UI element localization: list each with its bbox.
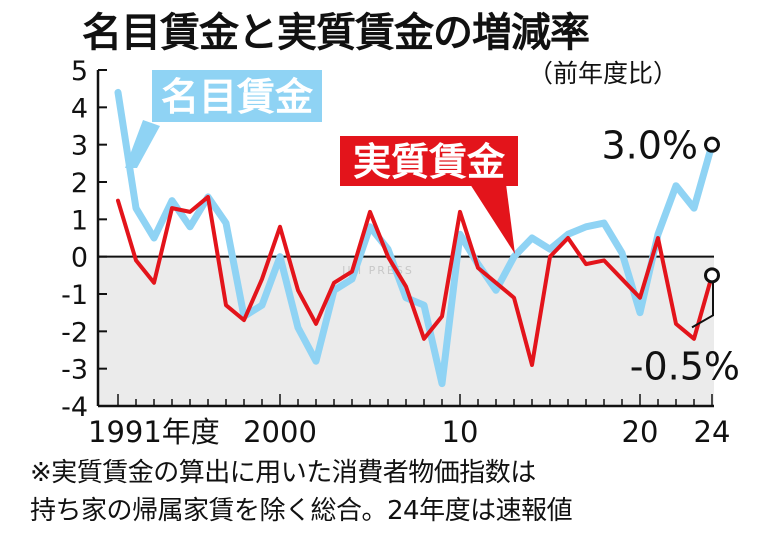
x-tick-label: 10 (442, 415, 479, 449)
y-tick-label: 5 (71, 56, 88, 87)
series-label-box (152, 70, 322, 122)
x-tick-label: 24 (694, 415, 731, 449)
footnote-line-1: ※実質賃金の算出に用いた消費者物価指数は (30, 458, 536, 488)
y-tick-label: -3 (61, 355, 88, 386)
series-line-1 (116, 194, 714, 367)
series-label-callout (125, 120, 160, 168)
y-tick-label: 1 (71, 205, 88, 236)
negative-region-shading (98, 256, 714, 406)
end-value-label: 3.0% (601, 124, 698, 168)
y-tick-label: -1 (61, 280, 88, 311)
y-tick-label: 4 (71, 93, 88, 124)
unit-label: （前年度比） (528, 59, 679, 88)
end-label-leader (691, 282, 714, 329)
x-tick-label: 1991年度 (88, 415, 220, 449)
y-tick-label: -4 (61, 392, 88, 423)
series-label-box (340, 136, 518, 186)
series-label: 名目賃金 (161, 75, 314, 119)
end-marker (704, 267, 720, 284)
y-tick-label: 3 (71, 131, 88, 162)
end-marker (704, 136, 720, 153)
series-line-0 (114, 88, 716, 388)
footnote-line-2: 持ち家の帰属家賃を除く総合。24年度は速報値 (30, 496, 573, 526)
end-value-label: -0.5% (630, 344, 740, 388)
y-tick-label: 0 (71, 243, 88, 274)
x-tick-label: 20 (622, 415, 659, 449)
y-tick-label: -2 (61, 317, 88, 348)
x-tick-label: 2000 (243, 415, 317, 449)
series-label-callout (470, 184, 515, 254)
series-label: 実質賃金 (353, 140, 506, 184)
y-tick-label: 2 (71, 168, 88, 199)
chart-title: 名目賃金と実質賃金の増減率 (82, 10, 590, 56)
